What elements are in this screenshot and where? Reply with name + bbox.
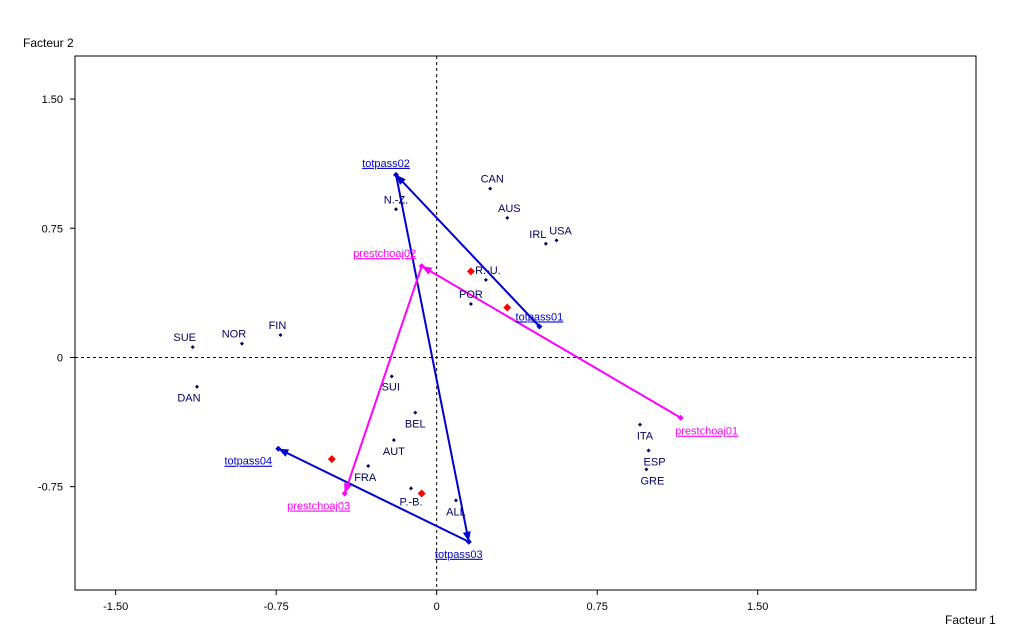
country-label: ESP [644,456,666,468]
country-label: ALL [446,506,466,518]
trajectory-label: prestchoaj02 [353,248,416,260]
x-tick-label: -0.75 [264,601,289,613]
x-tick-label: -1.50 [103,601,128,613]
country-point [483,277,488,282]
trajectory-label: totpass03 [435,549,483,561]
y-tick-label: 0.75 [42,223,63,235]
x-axis-title: Facteur 1 [945,613,996,627]
country-label: DAN [177,393,200,405]
trajectory-segment [421,265,682,419]
trajectory-label: prestchoaj03 [287,501,350,513]
y-tick-label: -0.75 [38,482,63,494]
country-point [194,384,199,389]
country-point [239,341,244,346]
y-tick-label: 1.50 [42,94,63,106]
trajectory-label: prestchoaj01 [675,426,738,438]
country-label: FRA [354,472,377,484]
x-tick-label: 1.50 [747,601,768,613]
y-tick-label: 0 [57,352,63,364]
trajectory-point [275,445,282,452]
trajectory-point [418,263,425,270]
trajectory-point [465,538,472,545]
country-point [543,241,548,246]
country-point [505,215,510,220]
country-point [554,238,559,243]
x-tick-label: 0 [434,601,440,613]
country-label: FIN [269,320,287,332]
country-point [278,333,283,338]
trajectory-point [341,490,348,497]
country-point [409,486,414,491]
country-point [190,345,195,350]
country-point [389,374,394,379]
country-point [646,448,651,453]
country-label: POR [459,289,483,301]
country-label: USA [549,225,572,237]
country-point [453,498,458,503]
y-axis-title: Facteur 2 [23,36,74,50]
country-label: CAN [481,174,504,186]
plot-area [74,55,977,591]
trajectory-arrowhead [344,482,352,494]
trajectory-arrowhead [278,448,290,457]
country-label: R.-U. [475,265,501,277]
country-label: BEL [405,419,426,431]
x-tick-label: 0.75 [586,601,607,613]
trajectory-label: totpass01 [516,311,564,323]
trajectory-segment [395,174,470,542]
country-label: ITA [637,431,654,443]
trajectory-point [677,414,684,421]
country-point [413,410,418,415]
country-point [637,422,642,427]
country-label: N.-Z. [384,194,408,206]
centroid-point [327,455,336,464]
country-point [394,207,399,212]
trajectory-segment [343,265,423,494]
country-point [644,467,649,472]
country-label: GRE [640,475,664,487]
trajectory-label: totpass02 [362,158,410,170]
country-label: IRL [529,229,546,241]
country-label: P.-B. [399,496,422,508]
trajectory-point [393,171,400,178]
country-label: NOR [222,329,247,341]
trajectory-arrowhead [421,266,433,275]
trajectory-label: totpass04 [224,456,272,468]
country-label: SUI [382,381,400,393]
trajectory-segment [277,447,470,543]
trajectory-point [536,323,543,330]
centroid-point [417,489,426,498]
country-point [468,302,473,307]
trajectory-arrowhead [396,174,406,185]
country-label: SUE [173,332,196,344]
centroid-point [466,267,475,276]
country-label: AUT [383,446,405,458]
centroid-point [503,303,512,312]
country-point [488,186,493,191]
country-point [391,438,396,443]
country-point [366,463,371,468]
trajectory-segment [395,174,541,328]
country-label: AUS [498,203,521,215]
